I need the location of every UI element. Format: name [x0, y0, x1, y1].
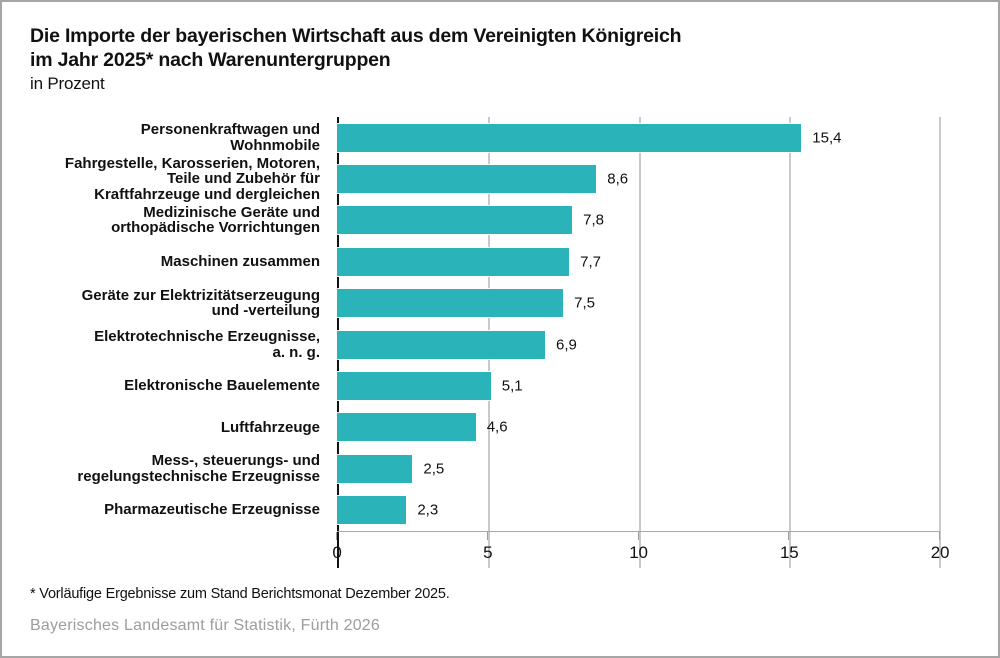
category-label: Medizinische Geräte und orthopädische Vor… — [30, 200, 337, 241]
bar-row: Personenkraftwagen und Wohnmobile 15,4 — [30, 117, 940, 158]
bar — [337, 206, 573, 235]
tick-mark — [486, 531, 488, 540]
bar-value-label: 4,6 — [486, 418, 508, 436]
category-label-line: Geräte zur Elektrizitätserzeugung — [81, 286, 320, 304]
category-label-line: Personenkraftwagen und — [140, 121, 320, 139]
chart-header: Die Importe der bayerischen Wirtschaft a… — [30, 24, 970, 95]
bar-value-label: 8,6 — [607, 170, 629, 188]
bar-value-label: 7,8 — [583, 211, 605, 229]
chart-title-line2: im Jahr 2025* nach Warenuntergruppen — [30, 49, 391, 71]
category-label: Elektrotechnische Erzeugnisse, a. n. g. — [30, 324, 337, 365]
category-label: Personenkraftwagen und Wohnmobile — [30, 117, 337, 158]
chart-unit-label: in Prozent — [30, 74, 105, 93]
bar-value-label: 5,1 — [501, 377, 523, 395]
category-label-line: Kraftfahrzeuge und dergleichen — [94, 185, 320, 203]
source-attribution: Bayerisches Landesamt für Statistik, Für… — [30, 616, 381, 634]
tick-mark — [336, 531, 337, 540]
bar — [337, 413, 476, 442]
bar-track: 4,6 — [337, 407, 940, 448]
category-label-line: Elektronische Bauelemente — [124, 377, 320, 395]
bar-row: Pharmazeutische Erzeugnisse 2,3 — [30, 490, 940, 531]
bar — [337, 496, 407, 525]
tick-label: 15 — [779, 542, 799, 562]
category-label-line: Teile und Zubehör für — [166, 170, 320, 188]
category-label-line: regelungstechnische Erzeugnisse — [77, 467, 320, 485]
x-axis: 0 5 10 15 20 — [332, 530, 949, 568]
category-label: Maschinen zusammen — [30, 241, 337, 282]
bar — [337, 247, 570, 276]
tick-mark — [939, 531, 940, 540]
bar-track: 7,5 — [337, 283, 940, 324]
bar — [337, 289, 564, 318]
bar — [337, 123, 802, 152]
bar-track: 7,8 — [337, 200, 940, 241]
category-label-line: a. n. g. — [272, 343, 320, 361]
tick-label: 5 — [483, 542, 493, 562]
chart-title-line1: Die Importe der bayerischen Wirtschaft a… — [30, 25, 682, 47]
bar — [337, 372, 491, 401]
bar-row: Elektrotechnische Erzeugnisse, a. n. g. 6,… — [30, 324, 940, 365]
bar — [337, 454, 413, 483]
bar-rows: Personenkraftwagen und Wohnmobile 15,4 Fahr… — [30, 117, 940, 531]
bar-track: 6,9 — [337, 324, 940, 365]
category-label-line: Elektrotechnische Erzeugnisse, — [94, 328, 320, 346]
category-label-line: Wohnmobile — [230, 136, 320, 154]
bar-row: Medizinische Geräte und orthopädische Vor… — [30, 200, 940, 241]
category-label: Mess-, steuerungs- und regelungstechnisch… — [30, 448, 337, 489]
bar-track: 5,1 — [337, 365, 940, 406]
bar-value-label: 7,5 — [574, 294, 595, 312]
bar-row: Maschinen zusammen 7,7 — [30, 241, 940, 282]
category-label-line: Mess-, steuerungs- und — [151, 452, 320, 470]
category-label-line: Medizinische Geräte und — [143, 203, 320, 221]
bar-row: Mess-, steuerungs- und regelungstechnisch… — [30, 448, 940, 489]
category-label: Luftfahrzeuge — [30, 407, 337, 448]
gridline-20 — [939, 117, 941, 568]
bar-track: 8,6 — [337, 158, 940, 199]
category-label: Fahrgestelle, Karosserien, Motoren, Teile… — [30, 154, 337, 202]
bar-value-label: 2,5 — [423, 460, 445, 478]
tick-label: 10 — [629, 542, 648, 562]
category-label-line: Luftfahrzeuge — [220, 418, 320, 436]
bar — [337, 330, 546, 359]
bar-value-label: 2,3 — [417, 501, 439, 519]
bar-value-label: 15,4 — [812, 129, 842, 147]
bar-track: 15,4 — [337, 117, 940, 158]
bar-row: Geräte zur Elektrizitätserzeugung und -ve… — [30, 283, 940, 324]
bar-value-label: 6,9 — [556, 336, 577, 354]
tick-mark — [788, 531, 790, 540]
bar-row: Elektronische Bauelemente 5,1 — [30, 365, 940, 406]
category-label-line: Pharmazeutische Erzeugnisse — [104, 501, 320, 519]
category-label-line: Maschinen zusammen — [160, 253, 320, 271]
bar-row: Fahrgestelle, Karosserien, Motoren, Teile… — [30, 154, 940, 202]
tick-mark — [637, 531, 639, 540]
category-label-line: und -verteilung — [211, 302, 320, 320]
bar-track: 2,5 — [337, 448, 940, 489]
bar-track: 2,3 — [337, 490, 940, 531]
tick-label: 0 — [332, 542, 342, 562]
category-label-line: orthopädische Vorrichtungen — [111, 219, 320, 237]
bar-track: 7,7 — [337, 241, 940, 282]
bar-chart: Personenkraftwagen und Wohnmobile 15,4 Fahr… — [30, 117, 949, 568]
category-label: Geräte zur Elektrizitätserzeugung und -ve… — [30, 283, 337, 324]
bar-value-label: 7,7 — [580, 253, 601, 271]
category-label-line: Fahrgestelle, Karosserien, Motoren, — [64, 154, 320, 172]
gridline-15 — [788, 117, 791, 568]
category-label: Pharmazeutische Erzeugnisse — [30, 490, 337, 531]
category-label: Elektronische Bauelemente — [30, 365, 337, 406]
gridline-10 — [638, 117, 641, 568]
bar — [337, 165, 597, 194]
tick-label: 20 — [930, 542, 950, 562]
bar-row: Luftfahrzeuge 4,6 — [30, 407, 940, 448]
footnote: * Vorläufige Ergebnisse zum Stand Berich… — [30, 585, 450, 602]
